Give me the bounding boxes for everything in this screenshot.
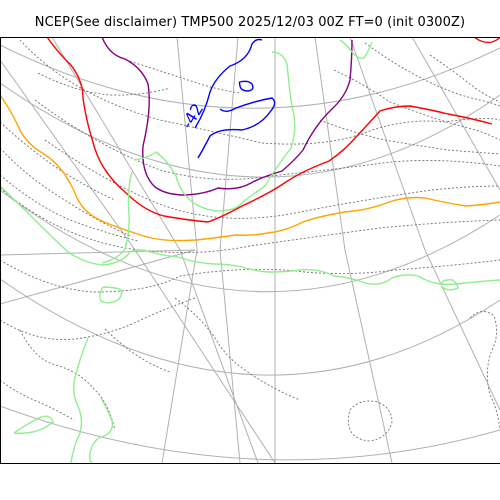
coastline-shape	[364, 42, 500, 107]
meridian-line	[314, 37, 393, 463]
green-contour-west	[70, 337, 89, 463]
blue-small-loop	[238, 80, 254, 92]
map-title: NCEP(See disclaimer) TMP500 2025/12/03 0…	[34, 15, 466, 30]
coastline-shape	[0, 147, 131, 237]
parallel-line	[0, 405, 500, 461]
orange-contour	[0, 94, 500, 242]
green-contour-mid	[101, 171, 133, 264]
contour-label-minus42: -42	[177, 100, 207, 132]
coastline-group	[0, 39, 500, 442]
meridian-line	[219, 37, 241, 463]
coastline-shape	[0, 121, 116, 201]
blue-contour-east	[197, 97, 276, 159]
coastline-shape	[0, 379, 75, 421]
meridian-line	[349, 37, 500, 411]
meridian-line	[411, 37, 500, 191]
coastline-shape	[125, 59, 241, 94]
green-contour-arctic	[339, 39, 373, 60]
green-contour-east	[440, 278, 459, 291]
green-contour-high	[133, 51, 296, 212]
coastline-shape	[0, 187, 500, 253]
meridian-line	[0, 59, 276, 463]
coastline-shape	[0, 174, 139, 242]
meridian-line	[161, 37, 198, 463]
coastline-shape	[19, 39, 500, 145]
parallel-line	[0, 82, 500, 178]
green-contour-south	[89, 397, 114, 463]
coastline-shape	[19, 329, 116, 431]
coastline-shape	[34, 99, 500, 180]
coastline-shape	[469, 311, 500, 431]
map-panel: -42	[0, 37, 500, 463]
blue-contour-west	[194, 38, 263, 129]
purple-contour	[101, 37, 353, 196]
parallel-line	[0, 189, 500, 293]
coastline-shape	[429, 54, 500, 103]
green-contour-low	[0, 185, 500, 286]
meridian-line	[0, 249, 196, 305]
red-contour	[46, 37, 493, 223]
parallel-line	[0, 44, 500, 109]
coastline-shape	[319, 119, 500, 155]
coastline-shape	[104, 328, 171, 373]
weather-map-svg: -42	[0, 37, 500, 463]
green-contour-southwest	[13, 415, 54, 435]
coastline-shape	[0, 297, 196, 340]
coastline-shape	[0, 259, 500, 293]
parallel-line	[0, 278, 500, 376]
coastline-shape	[333, 69, 500, 141]
green-contour-island	[99, 286, 123, 304]
coastline-shape	[174, 297, 301, 401]
red-corner-arc	[473, 37, 500, 44]
temperature-contours	[0, 37, 500, 463]
coastline-shape	[37, 72, 171, 96]
graticule	[0, 37, 500, 463]
coastline-shape	[348, 400, 393, 442]
coastline-shape	[44, 139, 500, 219]
